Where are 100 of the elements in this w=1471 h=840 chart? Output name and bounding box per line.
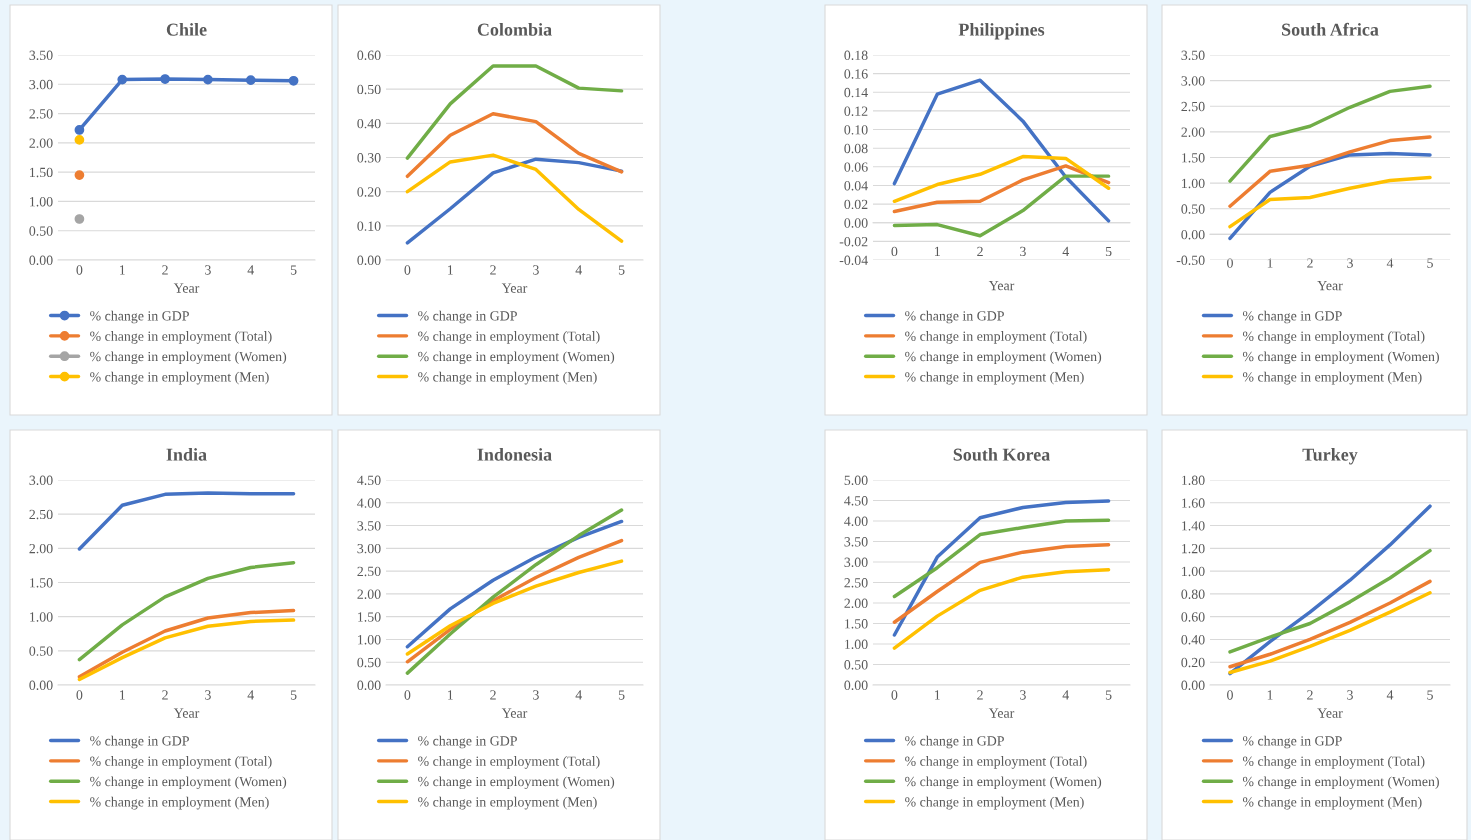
line-series bbox=[77, 491, 296, 551]
y-tick-label: 3.00 bbox=[29, 475, 53, 486]
y-tick-label: 3.00 bbox=[29, 79, 53, 90]
line-series bbox=[892, 499, 1111, 637]
legend-label: % change in employment (Women) bbox=[90, 351, 287, 365]
y-tick-label: 2.00 bbox=[357, 589, 381, 599]
legend-label: % change in employment (Women) bbox=[418, 351, 615, 365]
y-tick-label: 4.50 bbox=[357, 475, 381, 486]
y-tick-label: 1.50 bbox=[30, 167, 53, 178]
x-tick-label: 0 bbox=[404, 265, 411, 275]
y-tick-label: 0.00 bbox=[1181, 229, 1205, 240]
y-tick-label: 1.80 bbox=[1182, 475, 1205, 486]
chart-title: India bbox=[166, 448, 207, 461]
line-series bbox=[892, 174, 1111, 238]
x-tick-label: 4 bbox=[247, 690, 255, 700]
y-tick-label: 3.00 bbox=[1181, 76, 1205, 86]
line-series bbox=[77, 608, 296, 679]
x-tick-label: 1 bbox=[120, 690, 125, 700]
y-tick-label: 0.00 bbox=[844, 218, 868, 228]
y-tick-label: 0.20 bbox=[1181, 657, 1205, 668]
x-tick-label: 3 bbox=[1020, 690, 1026, 700]
legend-label: % change in employment (Women) bbox=[90, 776, 287, 790]
y-tick-label: 1.50 bbox=[1182, 153, 1205, 163]
y-tick-label: 0.08 bbox=[844, 143, 868, 154]
legend-label: % change in employment (Total) bbox=[1242, 756, 1425, 769]
x-tick-label: 0 bbox=[76, 690, 83, 700]
y-tick-label: 2.00 bbox=[844, 598, 868, 609]
legend-label: % change in GDP bbox=[90, 735, 189, 749]
x-axis-title: Year bbox=[501, 708, 528, 718]
legend-label: % change in employment (Total) bbox=[418, 331, 600, 344]
y-tick-label: 0.80 bbox=[1181, 589, 1205, 599]
x-tick-label: 0 bbox=[404, 690, 411, 700]
legend-label: % change in employment (Women) bbox=[1242, 351, 1439, 365]
x-tick-label: 2 bbox=[162, 690, 168, 700]
y-tick-label: 1.50 bbox=[30, 578, 53, 588]
chart-title: Philippines bbox=[958, 23, 1045, 40]
point bbox=[288, 75, 299, 86]
y-tick-label: 3.00 bbox=[357, 543, 381, 554]
y-tick-label: 0.50 bbox=[29, 646, 53, 656]
line-series bbox=[892, 568, 1111, 650]
legend-label: % change in employment (Men) bbox=[90, 371, 269, 385]
y-tick-label: -0.50 bbox=[1176, 255, 1205, 266]
x-axis-title: Year bbox=[988, 708, 1015, 718]
x-axis-title: Year bbox=[1317, 708, 1343, 718]
x-tick-label: 0 bbox=[1227, 258, 1233, 268]
x-tick-label: 3 bbox=[1020, 246, 1026, 257]
legend-label: % change in employment (Women) bbox=[418, 776, 615, 790]
x-tick-label: 5 bbox=[1427, 690, 1433, 700]
y-tick-label: 0.12 bbox=[844, 106, 868, 116]
y-tick-label: 0.04 bbox=[844, 181, 868, 191]
legend-label: % change in GDP bbox=[1242, 735, 1342, 749]
x-tick-label: 2 bbox=[162, 265, 168, 275]
x-tick-label: 4 bbox=[575, 690, 583, 700]
y-tick-label: 0.30 bbox=[357, 153, 381, 163]
y-tick-label: 2.50 bbox=[29, 109, 53, 119]
chart-title: South Africa bbox=[1282, 22, 1379, 36]
legend-label: % change in employment (Women) bbox=[905, 776, 1102, 790]
y-tick-label: 0.50 bbox=[357, 657, 381, 668]
x-tick-label: 1 bbox=[935, 690, 940, 700]
legend-label: % change in employment (Men) bbox=[905, 796, 1084, 810]
x-tick-label: 1 bbox=[1267, 258, 1273, 268]
line-series bbox=[405, 112, 624, 179]
y-tick-label: 4.00 bbox=[844, 516, 868, 527]
legend-label: % change in employment (Total) bbox=[90, 331, 272, 344]
y-tick-label: 2.50 bbox=[357, 566, 381, 577]
y-tick-label: 2.00 bbox=[1181, 127, 1205, 137]
y-tick-label: 0.60 bbox=[357, 50, 381, 61]
x-tick-label: 3 bbox=[1347, 258, 1353, 268]
y-tick-label: 1.40 bbox=[1182, 521, 1205, 531]
legend-label: % change in employment (Men) bbox=[1242, 796, 1422, 810]
x-axis-title: Year bbox=[501, 283, 528, 293]
point bbox=[74, 125, 85, 135]
legend-label: % change in employment (Men) bbox=[418, 796, 597, 810]
legend-label: % change in GDP bbox=[90, 310, 189, 324]
x-tick-label: 4 bbox=[1386, 690, 1394, 700]
y-tick-label: 0.10 bbox=[844, 125, 868, 135]
legend-label: % change in employment (Women) bbox=[1242, 776, 1439, 790]
y-tick-label: 0.00 bbox=[357, 680, 381, 691]
legend-label: % change in employment (Total) bbox=[1242, 331, 1425, 344]
x-tick-label: 4 bbox=[575, 265, 583, 275]
y-tick-label: 3.00 bbox=[844, 557, 868, 568]
x-tick-label: 4 bbox=[1062, 690, 1070, 700]
legend-label: % change in employment (Men) bbox=[90, 796, 269, 810]
y-tick-label: 0.00 bbox=[29, 680, 53, 691]
x-axis-title: Year bbox=[988, 281, 1015, 291]
x-tick-label: 1 bbox=[935, 246, 940, 256]
legend-label: % change in GDP bbox=[418, 310, 517, 324]
y-tick-label: 1.60 bbox=[1182, 498, 1205, 508]
y-tick-label: 0.16 bbox=[844, 69, 868, 79]
line-series bbox=[1228, 84, 1432, 183]
x-tick-label: 4 bbox=[247, 265, 255, 275]
line-series bbox=[405, 64, 624, 160]
line-series bbox=[405, 508, 624, 675]
x-tick-label: 3 bbox=[1347, 690, 1353, 700]
x-axis-title: Year bbox=[173, 708, 200, 718]
legend-label: % change in GDP bbox=[1242, 310, 1342, 324]
line-series bbox=[1228, 135, 1432, 208]
y-tick-label: 0.00 bbox=[357, 255, 381, 266]
x-tick-label: 1 bbox=[1267, 690, 1273, 700]
x-tick-label: 0 bbox=[76, 265, 83, 275]
